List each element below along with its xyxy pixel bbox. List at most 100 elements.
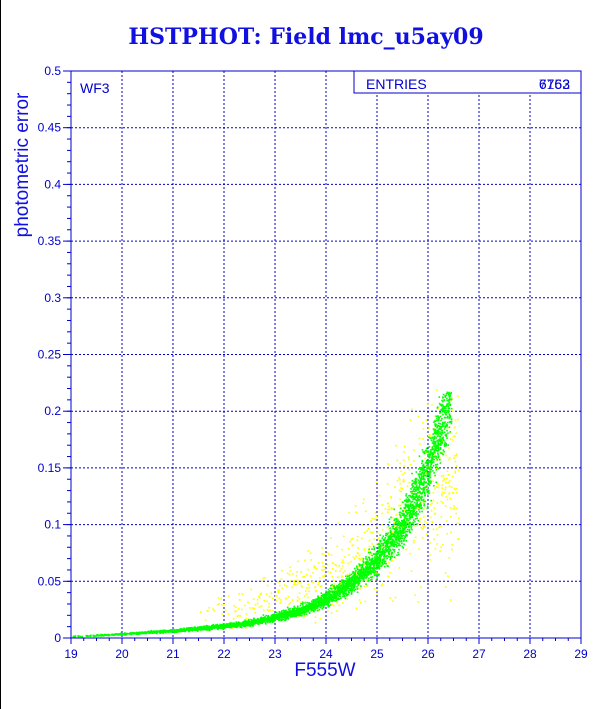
green-point bbox=[200, 629, 202, 631]
yellow-point bbox=[420, 526, 423, 529]
green-point bbox=[248, 618, 250, 621]
yellow-point bbox=[256, 602, 259, 605]
green-point bbox=[449, 416, 452, 418]
green-point bbox=[351, 576, 353, 579]
yellow-point bbox=[421, 536, 424, 539]
yellow-point bbox=[269, 609, 272, 611]
green-point bbox=[317, 595, 319, 597]
green-point bbox=[351, 576, 354, 578]
green-point bbox=[356, 567, 358, 569]
green-point bbox=[299, 604, 302, 607]
green-point bbox=[418, 509, 420, 511]
green-point bbox=[404, 534, 407, 537]
yellow-point bbox=[267, 610, 270, 612]
green-point bbox=[116, 633, 119, 636]
green-point bbox=[413, 507, 416, 510]
yellow-point bbox=[394, 557, 397, 560]
yellow-point bbox=[249, 607, 251, 609]
green-point bbox=[391, 525, 394, 528]
green-point bbox=[118, 633, 121, 636]
yellow-point bbox=[304, 559, 306, 562]
yellow-point bbox=[401, 487, 404, 490]
green-point bbox=[379, 557, 381, 559]
green-point bbox=[259, 618, 262, 621]
x-tick-label: 29 bbox=[574, 647, 588, 661]
green-point bbox=[345, 590, 347, 592]
yellow-point bbox=[378, 494, 381, 497]
green-point bbox=[414, 518, 417, 520]
green-point bbox=[410, 525, 413, 527]
green-point bbox=[426, 491, 429, 494]
green-point bbox=[387, 539, 390, 541]
yellow-point bbox=[446, 532, 448, 535]
green-point bbox=[327, 591, 330, 594]
yellow-point bbox=[431, 502, 433, 505]
yellow-point bbox=[330, 612, 333, 615]
green-point bbox=[239, 624, 241, 626]
green-point bbox=[307, 606, 310, 608]
green-point bbox=[357, 577, 360, 580]
green-point bbox=[423, 480, 426, 483]
green-point bbox=[293, 607, 295, 610]
green-point bbox=[326, 594, 328, 596]
green-point bbox=[450, 418, 453, 421]
green-point bbox=[443, 444, 446, 447]
green-point bbox=[378, 568, 381, 570]
green-point bbox=[366, 571, 368, 573]
green-point bbox=[287, 610, 289, 613]
green-point bbox=[393, 508, 396, 511]
yellow-point bbox=[452, 439, 454, 441]
green-point bbox=[367, 567, 370, 569]
green-point bbox=[397, 531, 399, 533]
green-point bbox=[433, 438, 435, 441]
green-point bbox=[443, 409, 446, 412]
yellow-point bbox=[421, 528, 423, 531]
yellow-point bbox=[296, 571, 298, 573]
green-point bbox=[423, 492, 426, 495]
green-point bbox=[437, 455, 440, 458]
green-point bbox=[399, 522, 402, 524]
green-point bbox=[349, 574, 351, 577]
green-point bbox=[411, 500, 414, 503]
yellow-point bbox=[339, 570, 341, 573]
green-point bbox=[267, 615, 270, 618]
green-point bbox=[423, 504, 425, 507]
green-point bbox=[148, 632, 151, 634]
green-point bbox=[430, 466, 433, 469]
yellow-point bbox=[333, 579, 335, 582]
green-point bbox=[360, 564, 363, 566]
green-point bbox=[418, 475, 421, 478]
green-point bbox=[432, 433, 434, 435]
yellow-point bbox=[368, 539, 371, 542]
green-point bbox=[419, 468, 422, 471]
green-point bbox=[442, 432, 444, 435]
green-point bbox=[342, 592, 345, 595]
green-point bbox=[390, 531, 392, 533]
green-point bbox=[428, 489, 430, 492]
yellow-point bbox=[425, 471, 428, 474]
yellow-point bbox=[438, 456, 441, 459]
yellow-point bbox=[436, 528, 438, 531]
green-point bbox=[290, 610, 293, 613]
green-point bbox=[341, 586, 344, 589]
green-point bbox=[77, 635, 80, 638]
green-point bbox=[312, 605, 315, 607]
green-point bbox=[402, 524, 405, 526]
yellow-point bbox=[342, 572, 345, 574]
green-point bbox=[339, 593, 341, 595]
green-point bbox=[237, 624, 240, 627]
yellow-point bbox=[387, 511, 389, 513]
green-point bbox=[282, 612, 284, 615]
green-point bbox=[448, 407, 451, 410]
green-point bbox=[435, 433, 438, 435]
green-point bbox=[293, 609, 296, 611]
green-point bbox=[403, 521, 405, 524]
green-point bbox=[449, 395, 451, 397]
green-point bbox=[390, 553, 393, 555]
yellow-point bbox=[347, 547, 350, 550]
green-point bbox=[191, 630, 194, 632]
green-point bbox=[362, 577, 365, 579]
green-point bbox=[359, 579, 362, 582]
yellow-point bbox=[432, 528, 435, 531]
yellow-point bbox=[422, 525, 425, 528]
